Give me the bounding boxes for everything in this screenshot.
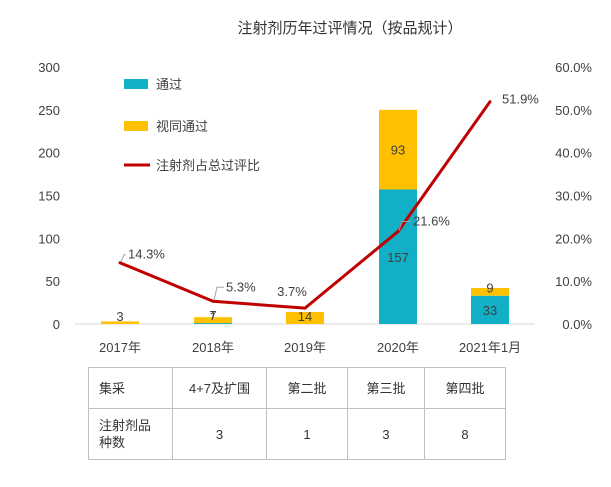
chart-title: 注射剂历年过评情况（按品规计） [237, 20, 462, 37]
table-cell-text: 注射剂品种数 [99, 418, 152, 450]
bar-data-label: 33 [483, 303, 497, 318]
line-data-label: 5.3% [226, 279, 256, 294]
line-data-label: 21.6% [413, 213, 450, 228]
line-data-label: 3.7% [277, 284, 307, 299]
bar-segment [194, 317, 232, 324]
y-left-tick-label: 250 [38, 103, 60, 118]
legend-swatch [124, 79, 148, 89]
collection-batch-table: 集采 4+7及扩围 第二批 第三批 第四批 注射剂品种数 3 1 3 8 [88, 367, 506, 460]
y-right-tick-label: 50.0% [555, 103, 592, 118]
x-tick-label: 2018年 [192, 340, 234, 355]
x-tick-label: 2020年 [377, 340, 419, 355]
y-right-tick-label: 10.0% [555, 274, 592, 289]
x-tick-label: 2017年 [99, 340, 141, 355]
bar-data-label: 1 [209, 309, 216, 324]
y-left-axis: 0 50 100 150 200 250 300 [38, 60, 60, 332]
bar-data-label: 14 [298, 309, 312, 324]
legend-label: 注射剂占总过评比 [156, 158, 260, 173]
legend-label: 视同通过 [156, 119, 208, 134]
table-cell: 4+7及扩围 [172, 367, 267, 409]
table-cell: 3 [347, 408, 425, 460]
line-point [118, 261, 122, 265]
legend-swatch [124, 121, 148, 131]
line-point [211, 299, 215, 303]
bar-segment [101, 321, 139, 324]
line-point [488, 100, 492, 104]
table-cell: 第二批 [266, 367, 348, 409]
table-cell: 第四批 [424, 367, 506, 409]
bar-data-label: 7 [209, 308, 216, 323]
x-axis: 2017年 2018年 2019年 2020年 2021年1月 [99, 340, 521, 355]
bar-data-label: 9 [486, 281, 493, 296]
y-left-tick-label: 300 [38, 60, 60, 75]
y-left-tick-label: 0 [53, 317, 60, 332]
bar-data-label: 93 [391, 143, 405, 158]
x-tick-label: 2019年 [284, 340, 326, 355]
table-cell: 1 [266, 408, 348, 460]
table-row: 集采 4+7及扩围 第二批 第三批 第四批 [88, 367, 506, 409]
y-right-tick-label: 30.0% [555, 189, 592, 204]
table-cell: 8 [424, 408, 506, 460]
bar-data-label: 157 [387, 250, 409, 265]
line-data-label: 14.3% [128, 247, 165, 262]
line-series: 14.3% 5.3% 3.7% 21.6% 51.9% [118, 92, 539, 310]
table-cell: 集采 [88, 367, 173, 409]
y-left-tick-label: 100 [38, 231, 60, 246]
y-left-tick-label: 150 [38, 189, 60, 204]
y-right-tick-label: 40.0% [555, 146, 592, 161]
bar-segment [471, 288, 509, 296]
line-label-leader [120, 254, 126, 262]
table-cell: 第三批 [347, 367, 425, 409]
bar-segment [379, 109, 417, 190]
legend-label: 通过 [156, 77, 182, 92]
y-left-tick-label: 200 [38, 146, 60, 161]
table-cell: 注射剂品种数 [88, 408, 173, 460]
bar-data-label: 3 [116, 309, 123, 324]
line-point [303, 306, 307, 310]
y-right-tick-label: 60.0% [555, 60, 592, 75]
line-point [396, 229, 400, 233]
line-label-leader [398, 220, 411, 231]
y-right-axis: 0.0% 10.0% 20.0% 30.0% 40.0% 50.0% 60.0% [555, 60, 592, 332]
bar-segment [286, 312, 324, 324]
line-label-leader [213, 286, 224, 301]
y-right-tick-label: 0.0% [562, 317, 592, 332]
stacked-bar-line-chart: 注射剂历年过评情况（按品规计） 0 50 100 150 200 250 300 0.0% 1… [38, 20, 592, 355]
table-cell: 3 [172, 408, 267, 460]
line-data-label: 51.9% [502, 92, 539, 107]
table-row: 注射剂品种数 3 1 3 8 [88, 408, 506, 460]
x-tick-label: 2021年1月 [459, 340, 521, 355]
bar-segment [471, 295, 509, 324]
y-right-tick-label: 20.0% [555, 231, 592, 246]
y-left-tick-label: 50 [46, 274, 60, 289]
